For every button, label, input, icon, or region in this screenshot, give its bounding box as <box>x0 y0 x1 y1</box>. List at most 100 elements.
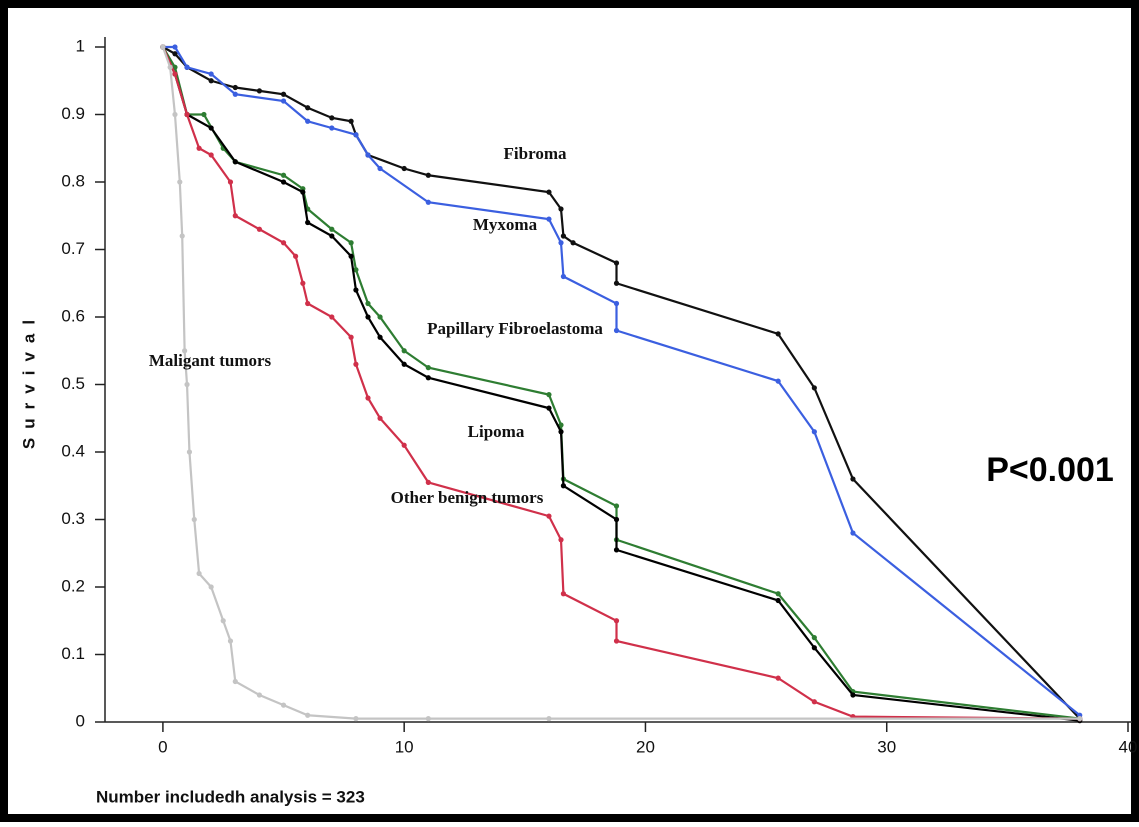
series-label: Fibroma <box>504 144 567 163</box>
censor-marker <box>186 449 193 455</box>
censor-marker <box>425 172 431 178</box>
censor-marker <box>196 145 202 151</box>
censor-marker <box>348 334 354 340</box>
censor-marker <box>613 260 620 266</box>
censor-marker <box>613 618 620 624</box>
censor-marker <box>775 597 781 604</box>
censor-marker <box>329 314 335 320</box>
censor-marker <box>811 635 817 641</box>
censor-marker <box>365 314 371 320</box>
censor-marker <box>560 273 567 280</box>
censor-marker <box>305 118 311 124</box>
censor-marker <box>184 111 190 118</box>
censor-marker <box>293 253 299 259</box>
censor-marker <box>811 385 817 391</box>
censor-marker <box>256 692 263 698</box>
censor-marker <box>401 165 407 172</box>
censor-marker <box>280 179 287 185</box>
censor-marker <box>191 516 197 523</box>
x-tick-label: 10 <box>395 737 414 756</box>
censor-marker <box>775 378 781 384</box>
y-tick-label: 0.1 <box>61 644 85 663</box>
series-label: Myxoma <box>473 215 538 234</box>
censor-marker <box>196 570 202 577</box>
censor-marker <box>280 240 287 246</box>
censor-marker <box>172 51 178 57</box>
censor-marker <box>558 206 564 212</box>
censor-marker <box>560 591 567 597</box>
censor-marker <box>227 638 234 644</box>
censor-marker <box>353 716 359 722</box>
censor-marker <box>280 172 287 178</box>
censor-marker <box>401 361 407 367</box>
censor-marker <box>613 503 620 509</box>
censor-marker <box>329 226 335 232</box>
censor-marker <box>329 125 335 131</box>
censor-marker <box>365 152 371 158</box>
censor-marker <box>353 361 359 367</box>
censor-marker <box>775 591 781 597</box>
censor-marker <box>305 219 311 226</box>
censor-marker <box>377 415 383 421</box>
censor-marker <box>560 483 567 489</box>
y-tick-label: 0.7 <box>61 239 85 258</box>
censor-marker <box>227 179 234 185</box>
censor-marker <box>300 280 306 286</box>
y-tick-label: 0.6 <box>61 306 85 325</box>
survival-curve <box>161 46 1080 722</box>
censor-marker <box>425 365 431 371</box>
censor-marker <box>850 692 856 698</box>
x-tick-label: 40 <box>1119 737 1138 756</box>
censor-marker <box>425 716 431 722</box>
censor-marker <box>365 395 371 401</box>
y-tick-label: 0.2 <box>61 576 85 595</box>
censor-marker <box>256 226 263 232</box>
censor-marker <box>1077 716 1083 722</box>
censor-marker <box>353 287 359 293</box>
censor-marker <box>775 675 781 681</box>
censor-marker <box>558 429 564 435</box>
censor-marker <box>184 64 190 70</box>
censor-marker <box>208 125 214 131</box>
survival-curve <box>162 46 1081 720</box>
censor-marker <box>300 189 306 195</box>
censor-marker <box>377 334 383 340</box>
censor-marker <box>546 513 552 519</box>
series-label: Papillary Fibroelastoma <box>427 319 603 338</box>
y-tick-label: 1 <box>76 36 85 55</box>
censor-marker <box>348 118 354 124</box>
p-value: P<0.001 <box>986 451 1114 489</box>
censor-marker <box>172 44 178 50</box>
censor-marker <box>811 645 817 651</box>
y-axis-label: Survival <box>19 311 38 449</box>
censor-marker <box>353 267 359 273</box>
censor-marker <box>305 712 311 718</box>
y-tick-label: 0.9 <box>61 104 85 123</box>
censor-marker <box>177 179 183 185</box>
censor-marker <box>377 314 383 320</box>
censor-marker <box>172 71 178 77</box>
censor-marker <box>850 476 856 482</box>
survival-curve <box>161 46 1080 720</box>
censor-marker <box>329 233 335 239</box>
censor-marker <box>613 638 620 644</box>
censor-marker <box>184 381 190 388</box>
series-label: Maligant tumors <box>149 351 272 370</box>
censor-marker <box>160 44 166 50</box>
censor-marker <box>208 584 214 590</box>
censor-marker <box>613 327 620 334</box>
y-tick-label: 0.5 <box>61 374 85 393</box>
censor-marker <box>401 442 407 448</box>
censor-marker <box>570 240 576 246</box>
censor-marker <box>220 618 226 624</box>
censor-marker <box>305 105 311 111</box>
censor-marker <box>811 699 817 705</box>
censor-marker <box>850 530 856 536</box>
censor-marker <box>179 233 185 239</box>
censor-marker <box>558 422 564 428</box>
censor-marker <box>172 111 178 118</box>
censor-marker <box>280 98 287 104</box>
censor-marker <box>348 240 354 246</box>
censor-marker <box>425 199 431 205</box>
